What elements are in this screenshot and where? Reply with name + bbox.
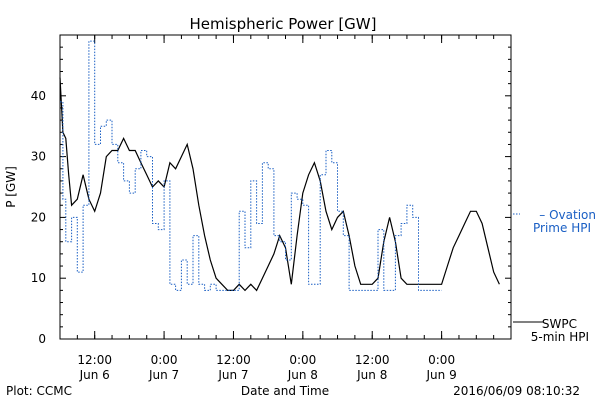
legend-ovation-label-line2: Prime HPI bbox=[533, 221, 591, 235]
x-tick-label-date: Jun 8 bbox=[287, 368, 318, 382]
footer-timestamp: 2016/06/09 08:10:32 bbox=[453, 384, 580, 398]
y-axis-label: P [GW] bbox=[4, 166, 18, 208]
y-tick-label: 20 bbox=[31, 210, 46, 224]
x-tick-label-time: 0:00 bbox=[151, 353, 178, 367]
y-tick-label: 10 bbox=[31, 271, 46, 285]
series-layer bbox=[59, 40, 500, 292]
y-tick-label: 0 bbox=[38, 332, 46, 346]
legend-swpc-label-line2: 5-min HPI bbox=[531, 330, 589, 344]
series-swpc-line bbox=[59, 77, 500, 292]
x-tick-label-time: 12:00 bbox=[77, 353, 112, 367]
x-tick-label-date: Jun 7 bbox=[217, 368, 248, 382]
x-tick-label-date: Jun 7 bbox=[148, 368, 179, 382]
x-tick-label-date: Jun 6 bbox=[79, 368, 110, 382]
x-tick-label-date: Jun 9 bbox=[426, 368, 457, 382]
chart-title: Hemispheric Power [GW] bbox=[190, 15, 377, 33]
legend-swpc-label-line1: SWPC bbox=[542, 317, 577, 331]
x-tick-label-time: 12:00 bbox=[355, 353, 390, 367]
x-tick-label-time: 12:00 bbox=[216, 353, 251, 367]
x-tick-label-time: 0:00 bbox=[428, 353, 455, 367]
y-tick-label: 30 bbox=[31, 150, 46, 164]
footer-plot-credit: Plot: CCMC bbox=[6, 384, 72, 398]
series-ovation-prime-line bbox=[60, 40, 442, 291]
plot-frame bbox=[59, 34, 512, 340]
y-axis: 0 10 20 30 40 bbox=[31, 46, 511, 346]
x-tick-label-time: 0:00 bbox=[289, 353, 316, 367]
legend-ovation-label-line1: – Ovation bbox=[539, 208, 596, 222]
y-tick-label: 40 bbox=[31, 89, 46, 103]
x-axis-label: Date and Time bbox=[241, 384, 329, 398]
x-tick-label-date: Jun 8 bbox=[356, 368, 387, 382]
